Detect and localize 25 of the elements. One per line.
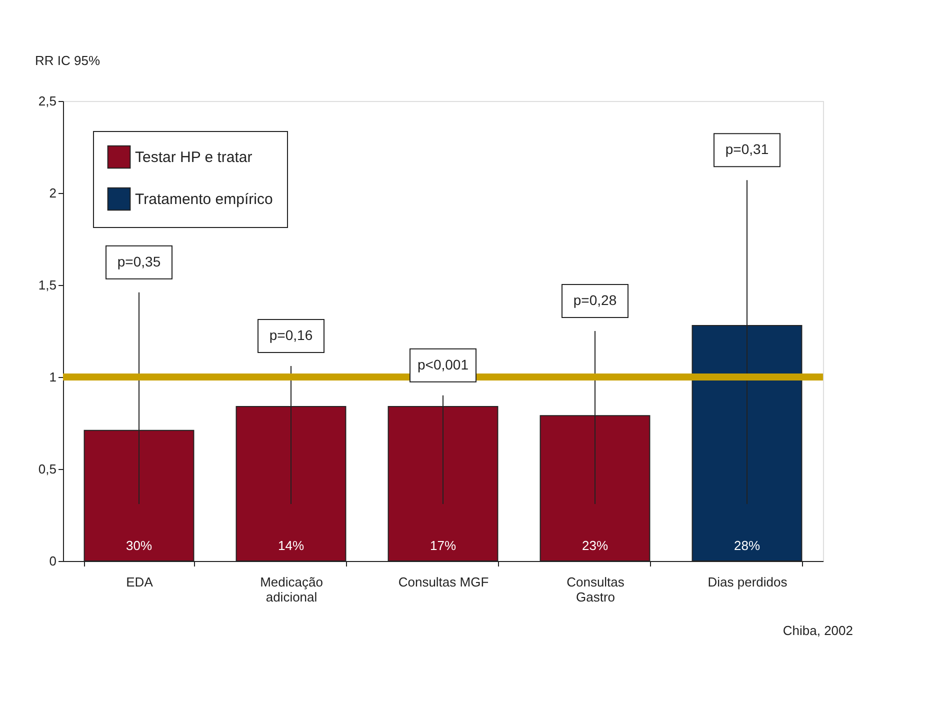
- x-tick-label: Consultas Gastro: [566, 574, 625, 604]
- x-tick-label: Consultas MGF: [398, 574, 489, 590]
- annotation: 23%: [582, 538, 608, 553]
- y-tick-label: 1: [49, 370, 56, 384]
- annotation: p=0,28: [573, 292, 617, 308]
- annotation: 30%: [126, 538, 152, 553]
- y-tick-label: 0: [49, 554, 56, 568]
- legend-label: Tratamento empírico: [135, 191, 273, 208]
- annotation: p=0,35: [117, 253, 161, 270]
- annotation: 17%: [430, 538, 456, 553]
- x-tick-label: EDA: [126, 574, 154, 590]
- legend-label: Testar HP e tratar: [135, 149, 252, 166]
- x-tick-label: Dias perdidos: [708, 574, 788, 590]
- y-tick-label: 0,5: [38, 462, 56, 476]
- y-axis-title: RR IC 95%: [35, 53, 100, 68]
- annotation: p<0,001: [418, 356, 469, 372]
- annotation: p=0,16: [269, 326, 313, 343]
- annotation: 28%: [734, 538, 760, 553]
- y-tick-label: 2: [49, 186, 56, 200]
- annotation: 14%: [278, 538, 304, 553]
- text: Chiba, 2002: [782, 623, 853, 638]
- x-tick-label: Medicação adicional: [260, 574, 323, 604]
- y-tick-label: 2,5: [38, 94, 56, 108]
- y-tick-label: 1,5: [38, 278, 56, 292]
- annotation: p=0,31: [725, 141, 769, 158]
